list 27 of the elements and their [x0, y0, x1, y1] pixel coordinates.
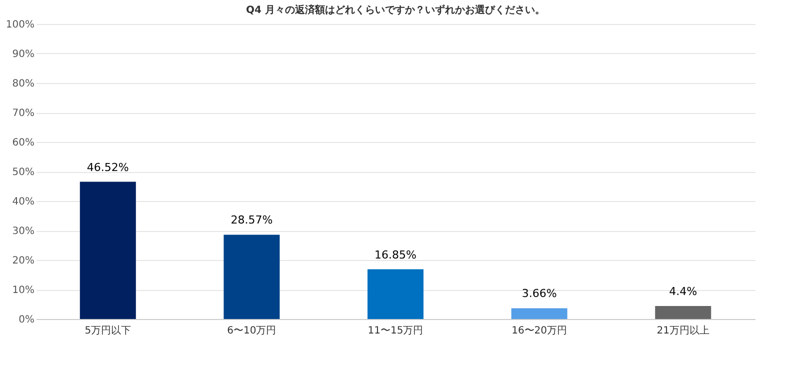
x-tick-label: 16〜20万円: [512, 326, 568, 336]
y-tick-label: 30%: [12, 226, 34, 237]
bar: [224, 234, 280, 319]
bar: [511, 308, 568, 319]
data-label: 4.4%: [669, 285, 698, 298]
x-tick-label: 21万円以上: [656, 324, 710, 336]
x-tick-label: 5万円以下: [84, 324, 132, 336]
data-label: 16.85%: [374, 248, 416, 262]
y-tick-label: 80%: [12, 78, 34, 90]
y-tick-label: 70%: [12, 108, 34, 119]
bar: [368, 269, 424, 319]
data-label: 3.66%: [522, 287, 557, 300]
x-tick-label: 11〜15万円: [368, 326, 424, 336]
x-tick-label: 6〜10万円: [227, 326, 276, 336]
y-tick-label: 60%: [12, 138, 34, 148]
y-tick-label: 40%: [12, 196, 34, 208]
data-label: 46.52%: [86, 160, 129, 174]
data-label: 28.57%: [230, 214, 273, 227]
y-tick-label: 0%: [18, 314, 34, 326]
y-tick-label: 10%: [12, 285, 34, 296]
chart-title: Q4 月々の返済額はどれくらいですか？いずれかお選びください。: [246, 4, 545, 16]
bar: [655, 306, 712, 319]
y-tick-label: 20%: [12, 256, 34, 266]
bar: [80, 182, 136, 319]
y-tick-label: 100%: [6, 20, 34, 30]
y-tick-label: 50%: [12, 167, 34, 178]
y-tick-label: 90%: [12, 49, 34, 60]
